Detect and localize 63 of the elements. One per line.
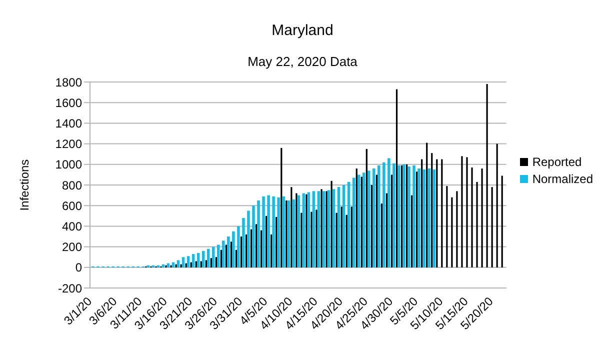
y-tick-label: 1800: [55, 75, 82, 90]
bar: [262, 196, 265, 268]
bar: [206, 248, 210, 268]
y-tick-label: 200: [62, 240, 82, 254]
bar: [422, 170, 426, 268]
bar: [317, 191, 320, 268]
chart-subtitle: May 22, 2020 Data: [246, 54, 358, 69]
bar: [297, 195, 300, 268]
bar: [232, 231, 235, 268]
bar: [312, 191, 316, 268]
bar: [216, 244, 220, 268]
bar: [196, 252, 200, 268]
bar: [362, 172, 366, 268]
y-tick-label: 1000: [55, 158, 82, 172]
bar: [372, 168, 376, 268]
bar: [267, 195, 270, 268]
y-tick-label: 400: [62, 219, 82, 234]
y-tick-label: 600: [62, 198, 82, 213]
bar: [418, 168, 420, 268]
legend-label: Reported: [532, 154, 582, 168]
bar: [277, 197, 280, 268]
bar: [367, 170, 370, 268]
bar: [388, 158, 390, 268]
bar: [252, 206, 255, 268]
bar: [408, 166, 410, 268]
bar: [402, 164, 406, 268]
bar: [182, 257, 185, 268]
bar: [327, 190, 330, 268]
y-tick-label: -200: [58, 281, 82, 296]
legend-label: Normalized: [532, 172, 593, 186]
y-tick-label: 1400: [55, 116, 82, 130]
bar: [432, 170, 436, 268]
bar: [398, 165, 400, 268]
y-tick-label: 1200: [55, 137, 82, 152]
bar: [392, 163, 396, 268]
bar: [287, 200, 290, 268]
bar: [292, 199, 296, 268]
bar: [257, 200, 260, 268]
bar: [242, 218, 245, 268]
chart-title: Maryland: [270, 22, 334, 39]
y-tick-label: 0: [75, 260, 82, 275]
bar: [322, 191, 326, 268]
bar: [237, 226, 240, 268]
y-axis-title: Infections: [17, 159, 32, 211]
bar: [332, 189, 336, 268]
bar: [186, 256, 190, 268]
bar: [307, 192, 310, 268]
bar: [378, 165, 380, 268]
bar: [357, 174, 360, 268]
bar: [227, 236, 230, 268]
bar: [247, 210, 250, 268]
bar: [192, 254, 195, 268]
bar: [176, 260, 180, 268]
bar: [272, 196, 275, 268]
bar: [212, 246, 215, 268]
y-tick-label: 800: [62, 178, 82, 192]
bar: [302, 193, 306, 268]
bar: [412, 165, 416, 268]
bar: [428, 168, 430, 268]
y-tick-label: 1600: [55, 96, 82, 110]
bar: [282, 196, 285, 268]
bar: [222, 240, 225, 268]
bar: [382, 162, 386, 268]
